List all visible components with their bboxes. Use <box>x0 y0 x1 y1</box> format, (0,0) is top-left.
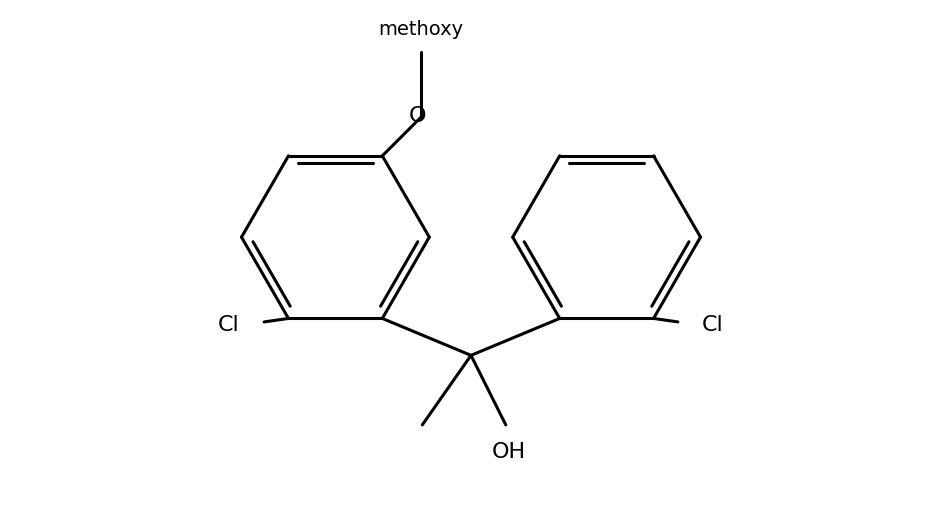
Text: Cl: Cl <box>218 315 240 335</box>
Text: Cl: Cl <box>702 315 724 335</box>
Text: methoxy: methoxy <box>378 20 463 39</box>
Text: O: O <box>408 106 426 126</box>
Text: OH: OH <box>492 442 527 462</box>
